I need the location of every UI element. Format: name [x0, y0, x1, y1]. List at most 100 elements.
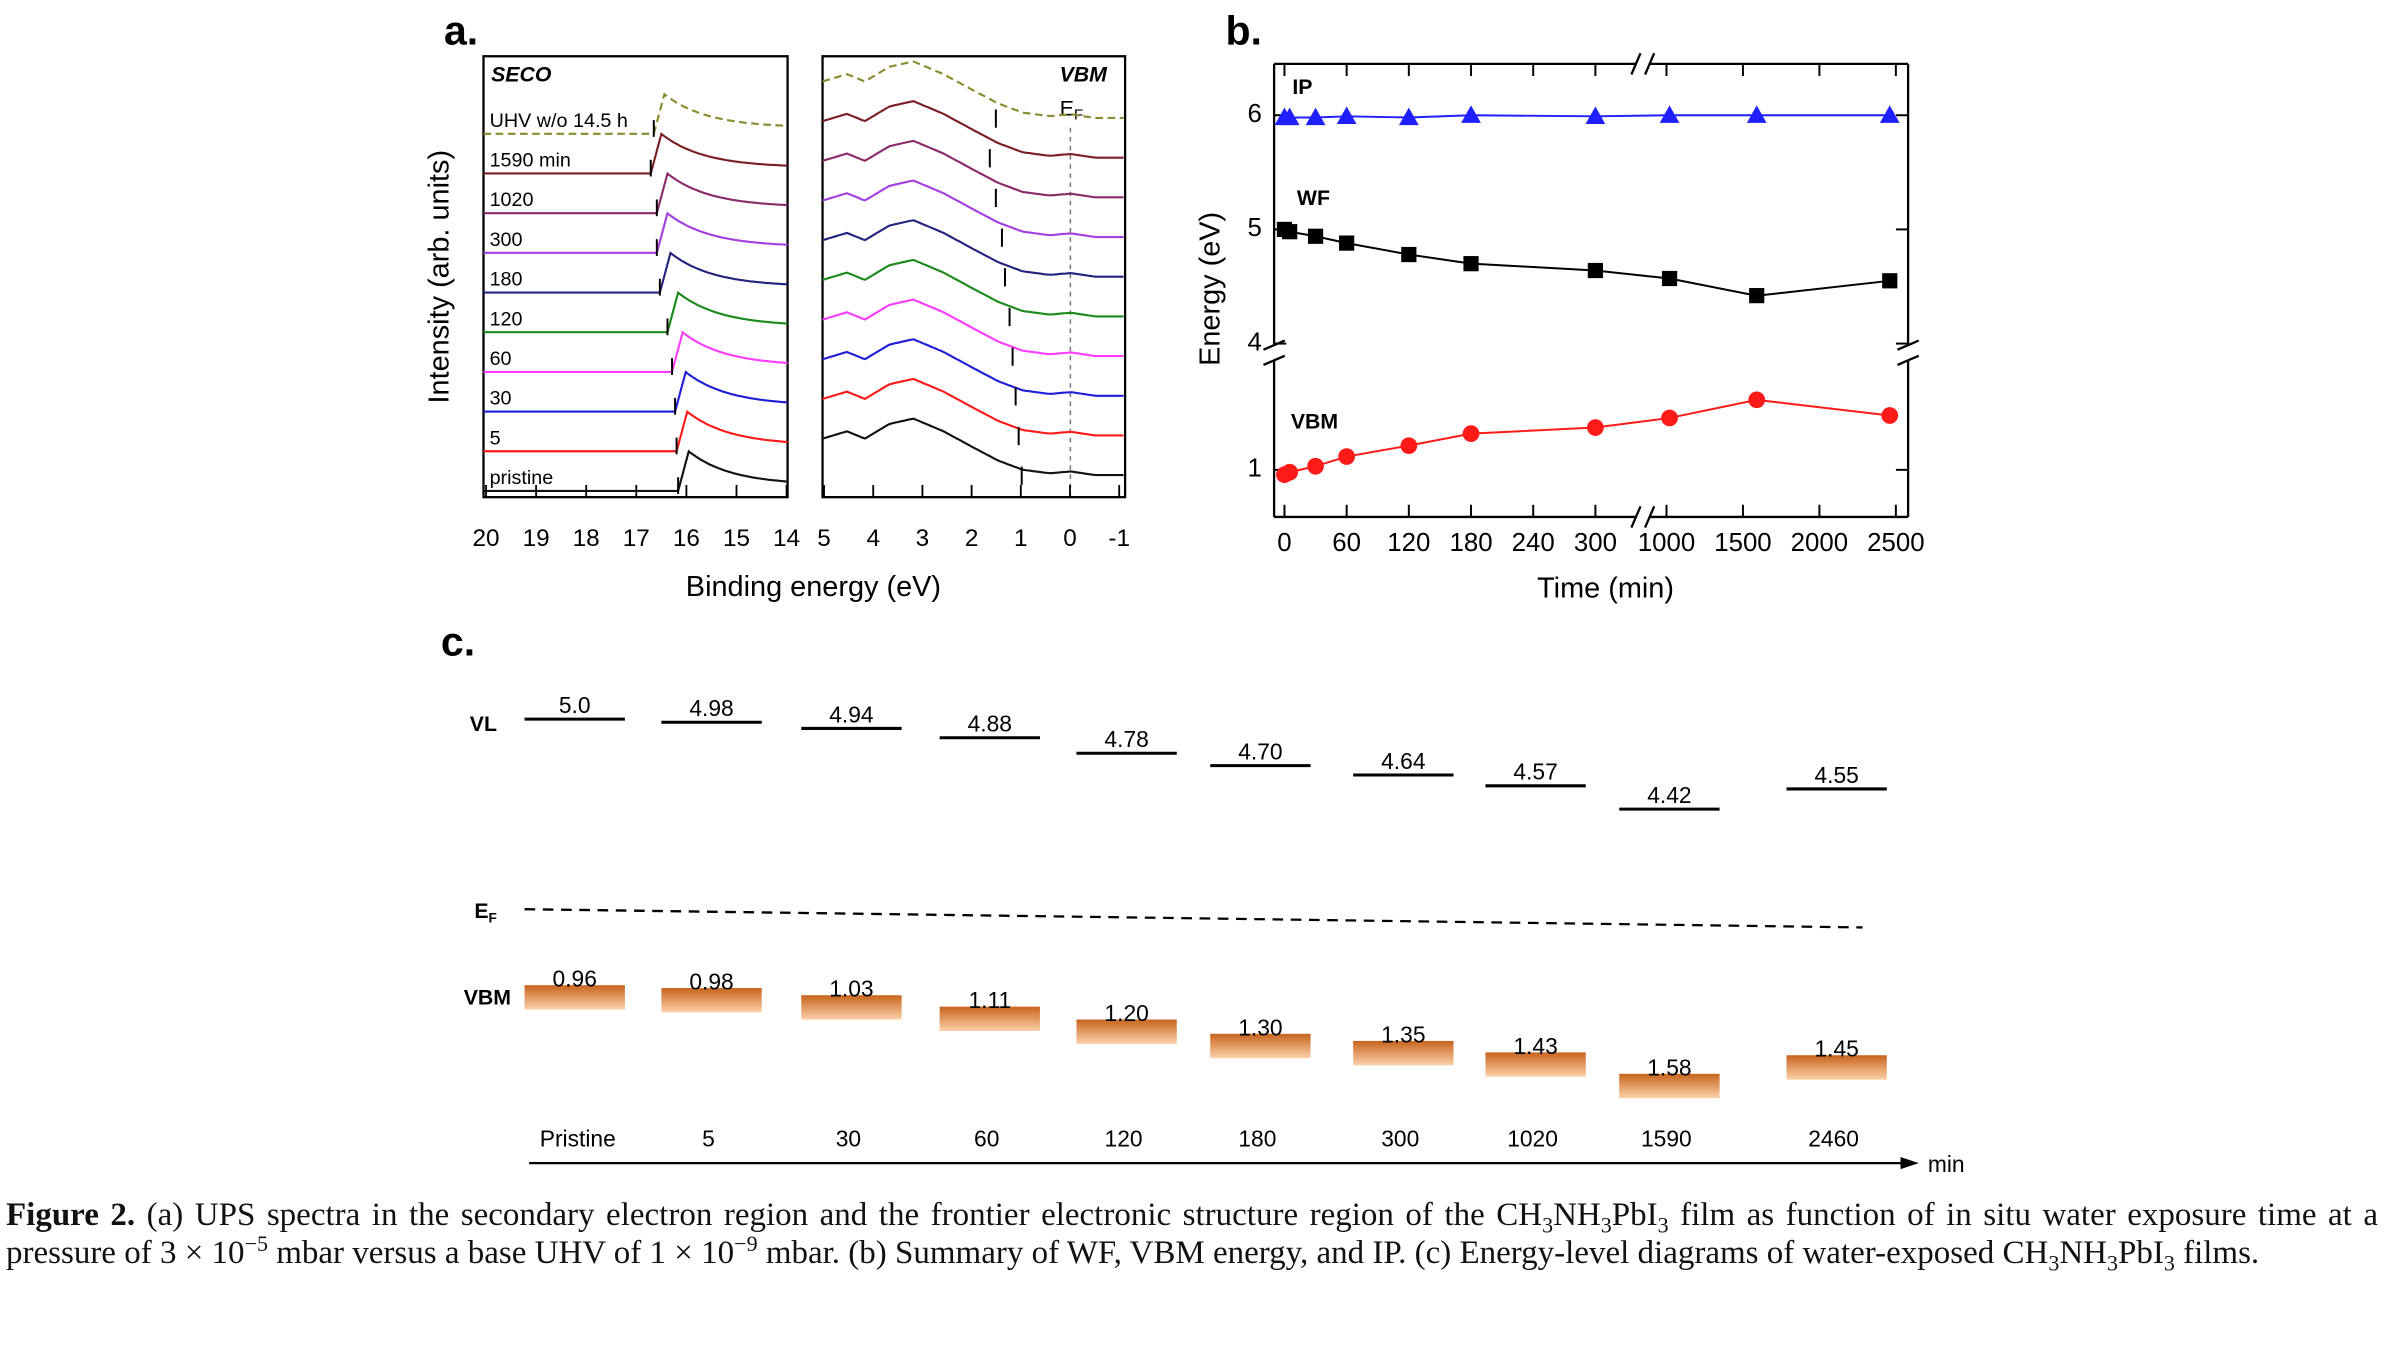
- trace-label: 1590 min: [490, 150, 571, 172]
- x-tick-label: 120: [1387, 529, 1430, 557]
- vbm-value-label: 0.98: [689, 969, 733, 995]
- x-tick-label: 14: [773, 525, 800, 552]
- caption-text: (a) UPS spectra in the secondary electro…: [146, 1197, 1543, 1233]
- vl-value-label: 5.0: [559, 692, 591, 718]
- time-label: 180: [1238, 1125, 1276, 1151]
- marker: [1879, 105, 1900, 123]
- time-label: 1020: [1507, 1125, 1558, 1151]
- x-tick-label: -1: [1108, 525, 1130, 552]
- caption-text: mbar versus a base UHV of 1 × 10: [267, 1235, 735, 1271]
- marker: [1661, 409, 1678, 427]
- panel-label: c.: [441, 618, 475, 664]
- row-label: EF: [474, 899, 497, 925]
- panel-title: SECO: [491, 63, 552, 87]
- caption-sub: 3: [2163, 1250, 2175, 1276]
- vbm-level: [1210, 1033, 1311, 1059]
- marker: [1400, 437, 1418, 455]
- marker: [1463, 256, 1479, 272]
- marker: [1338, 448, 1356, 465]
- vl-value-label: 4.78: [1104, 726, 1148, 752]
- spectrum-seco: [483, 330, 788, 373]
- marker: [1279, 107, 1300, 126]
- vbm-level: [1353, 1040, 1454, 1066]
- trace-label: 120: [490, 308, 523, 330]
- marker: [1746, 105, 1767, 123]
- caption-sup: −5: [244, 1231, 268, 1256]
- x-axis-label: Binding energy (eV): [686, 571, 941, 603]
- x-unit-label: min: [1928, 1151, 1965, 1177]
- series-line: [1284, 228, 1890, 297]
- marker: [1882, 273, 1898, 289]
- marker: [1307, 457, 1324, 475]
- spectrum-seco: [483, 409, 788, 453]
- caption-sub: 3: [2107, 1250, 2118, 1276]
- x-tick-label: 2000: [1791, 529, 1848, 557]
- marker: [1461, 105, 1481, 123]
- arrow-head: [1900, 1157, 1919, 1170]
- x-tick-label: 1500: [1714, 529, 1771, 557]
- y-tick-label: 4: [1248, 328, 1262, 356]
- spectrum-vbm: [822, 377, 1124, 437]
- caption-sup: −9: [734, 1231, 758, 1256]
- vl-value-label: 4.64: [1381, 748, 1426, 774]
- spectrum-seco: [483, 370, 788, 413]
- caption-text: PbI: [1611, 1197, 1658, 1233]
- caption-text: PbI: [2118, 1235, 2164, 1271]
- x-tick-label: 1: [1014, 525, 1028, 552]
- marker: [1585, 106, 1606, 124]
- vbm-value-label: 1.43: [1513, 1033, 1557, 1059]
- x-tick-label: 0: [1063, 525, 1077, 552]
- spectrum-seco: [483, 132, 788, 175]
- spectrum-vbm: [822, 179, 1124, 239]
- spectrum-vbm: [822, 219, 1124, 278]
- spectrum-vbm: [822, 60, 1124, 120]
- marker: [1749, 288, 1765, 304]
- x-tick-label: 1000: [1638, 529, 1695, 557]
- time-label: 5: [702, 1125, 715, 1151]
- vbm-value-label: 1.20: [1104, 1000, 1148, 1026]
- vbm-level: [1619, 1073, 1720, 1099]
- time-label: Pristine: [540, 1125, 616, 1151]
- x-axis-label: Time (min): [1537, 573, 1674, 605]
- panel-label: b.: [1225, 7, 1261, 53]
- marker: [1748, 391, 1766, 409]
- x-tick-label: 3: [916, 525, 930, 552]
- time-label: 2460: [1808, 1125, 1859, 1151]
- x-tick-label: 60: [1332, 529, 1361, 557]
- caption-label: Figure 2.: [6, 1197, 136, 1233]
- trace-label: 60: [490, 348, 512, 370]
- vbm-value-label: 1.35: [1381, 1021, 1425, 1047]
- caption: Figure 2. (a) UPS spectra in the seconda…: [6, 1196, 2378, 1274]
- marker: [1339, 235, 1355, 251]
- vbm-level: [1485, 1052, 1586, 1077]
- vbm-value-label: 1.45: [1814, 1036, 1858, 1062]
- axis-break: [1263, 354, 1286, 366]
- axis-break: [1897, 339, 1920, 351]
- time-label: 60: [974, 1125, 999, 1151]
- caption-sub: 3: [1542, 1212, 1554, 1238]
- row-label: VBM: [464, 986, 511, 1010]
- trace-label: 30: [490, 388, 512, 410]
- y-axis-label: Intensity (arb. units): [424, 150, 456, 404]
- caption-text: NH: [2059, 1235, 2107, 1271]
- marker: [1336, 106, 1357, 124]
- vl-value-label: 4.42: [1647, 782, 1691, 808]
- axis-break: [1630, 52, 1642, 75]
- trace-label: 180: [490, 269, 523, 291]
- caption-sub: 3: [1657, 1212, 1669, 1238]
- caption-text: mbar. (b) Summary of WF, VBM energy, and…: [757, 1235, 2049, 1271]
- axis-break: [1897, 354, 1920, 366]
- fermi-label-main: E: [1060, 96, 1074, 120]
- spectrum-seco: [483, 251, 788, 294]
- vbm-level: [661, 988, 762, 1013]
- y-tick-label: 1: [1248, 455, 1262, 483]
- marker: [1659, 105, 1680, 123]
- marker: [1401, 246, 1417, 263]
- series-line: [1284, 398, 1890, 476]
- spectrum-seco: [483, 171, 788, 215]
- vbm-level: [1786, 1055, 1887, 1080]
- x-tick-label: 180: [1449, 529, 1492, 557]
- axis-break: [1644, 52, 1656, 75]
- panel-label: a.: [444, 7, 478, 53]
